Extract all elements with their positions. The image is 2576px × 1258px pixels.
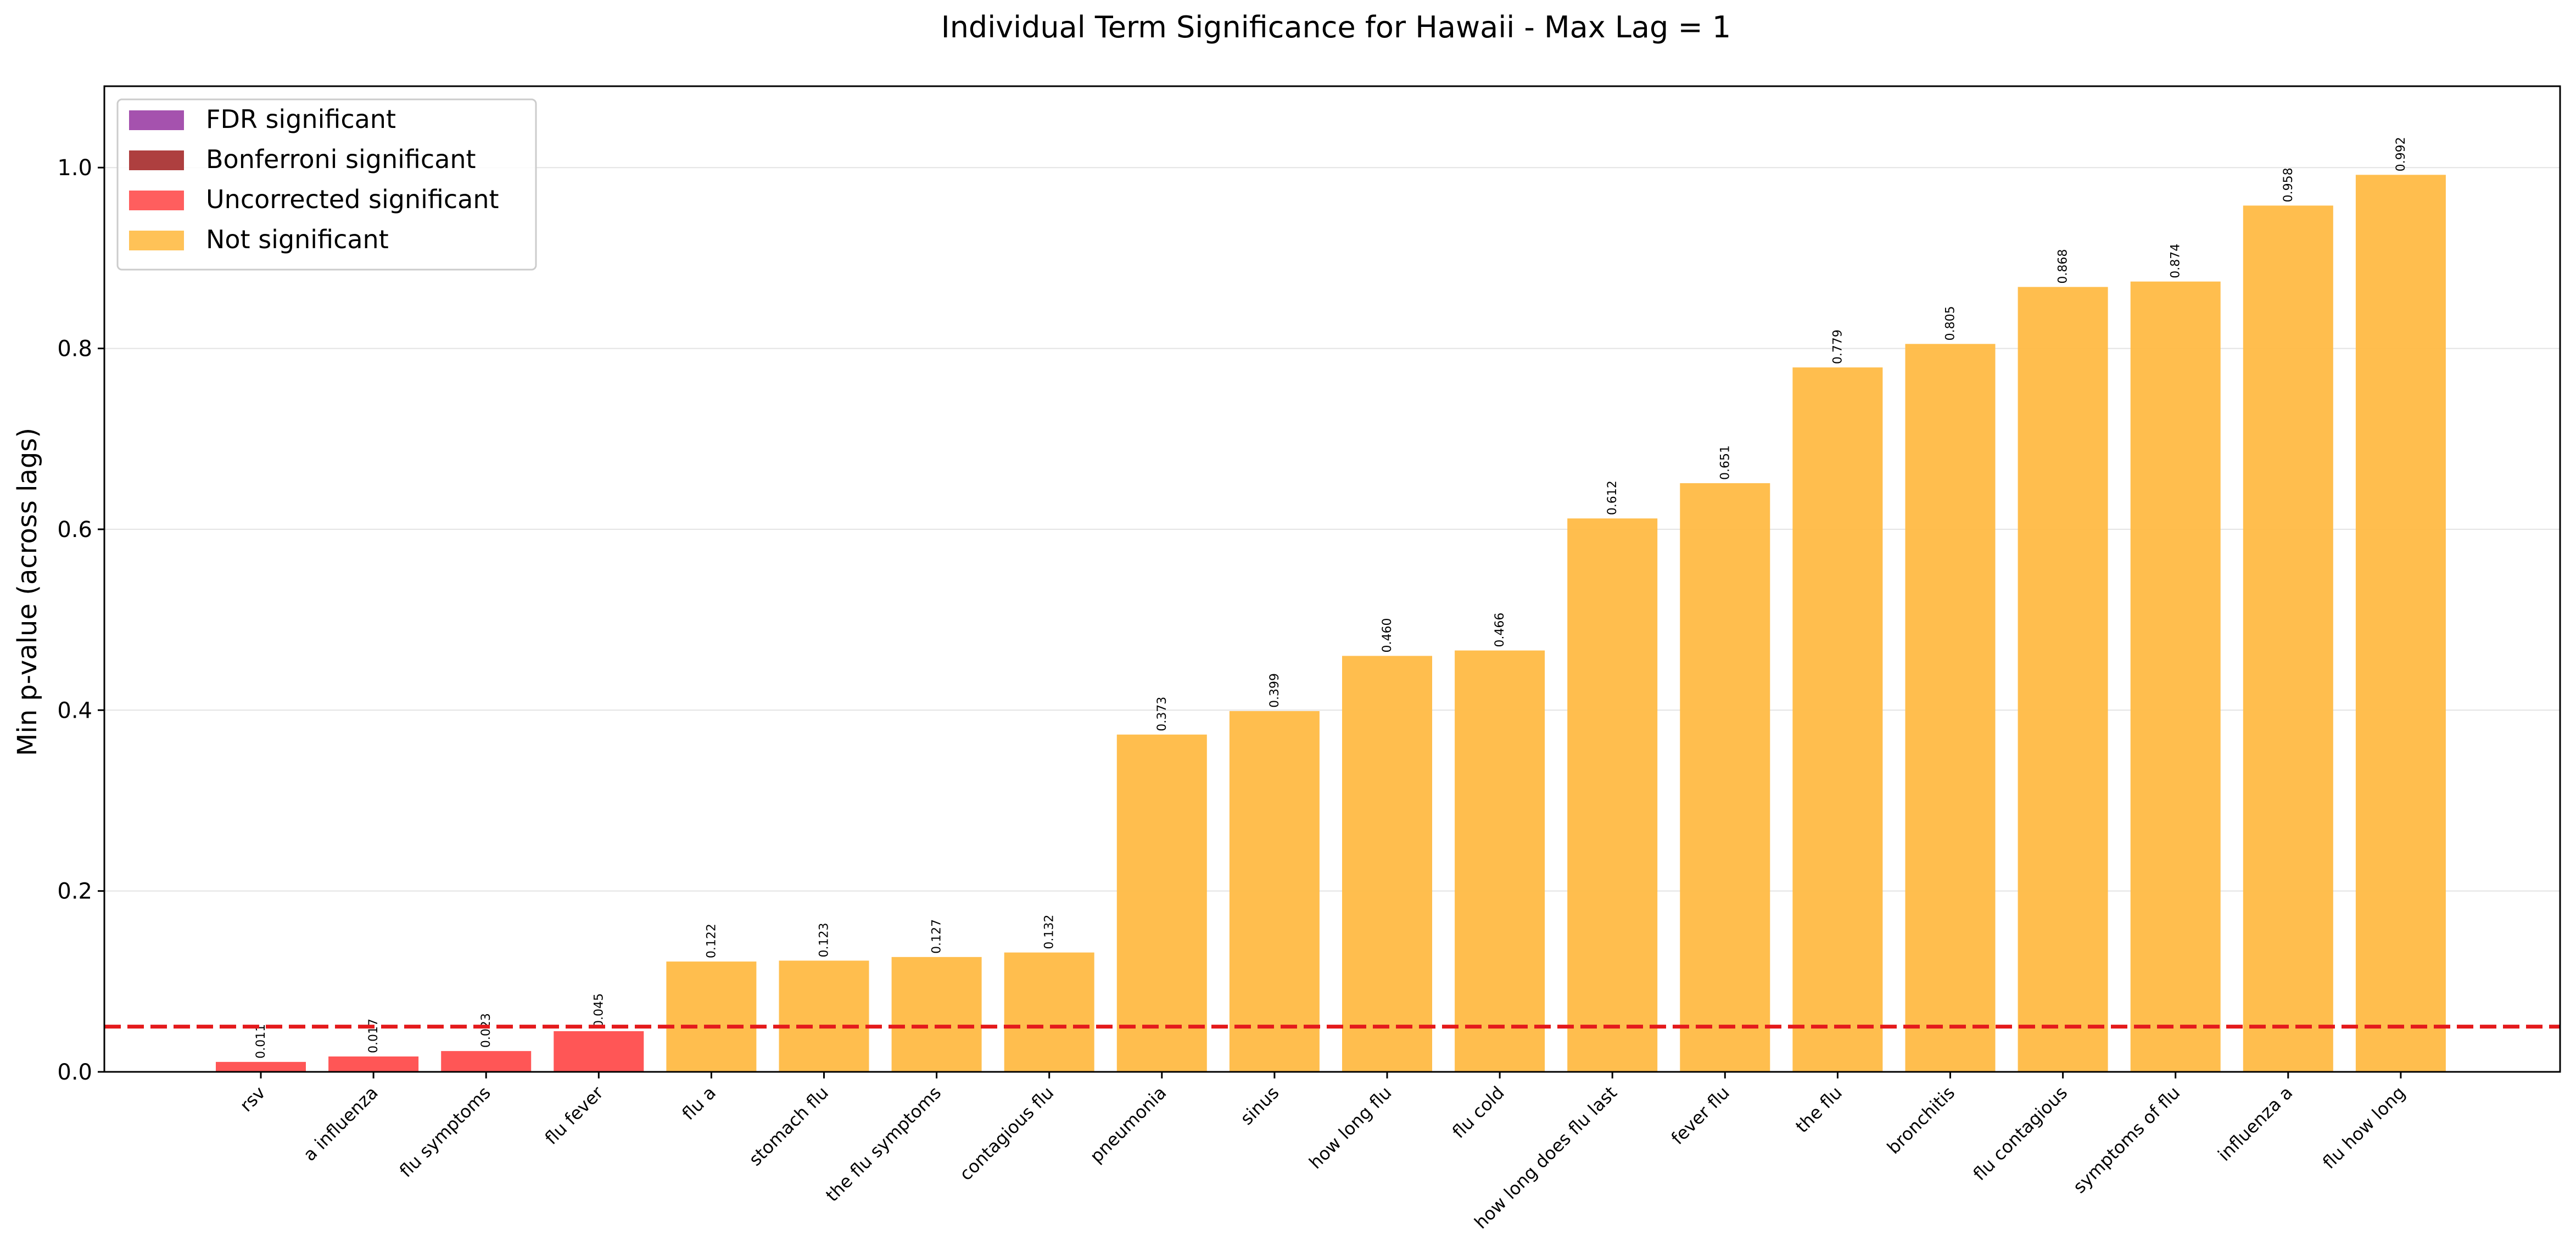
bar-value-label: 0.874 [2169, 244, 2183, 278]
bar-value-label: 0.132 [1043, 915, 1057, 949]
bar-value-label: 0.045 [592, 993, 606, 1028]
bar [779, 960, 869, 1072]
x-tick-label: bronchitis [1883, 1082, 1959, 1158]
x-tick-label: the flu [1791, 1082, 1846, 1137]
bar [1905, 344, 1996, 1072]
bar [666, 961, 757, 1072]
bar [554, 1031, 644, 1072]
bar [1792, 367, 1883, 1072]
bar [1342, 656, 1432, 1072]
bar-value-label: 0.399 [1268, 673, 1282, 708]
legend-swatch-not [129, 231, 184, 250]
bar-value-label: 0.612 [1606, 480, 1619, 515]
bar [1116, 734, 1207, 1072]
x-tick-label: flu fever [541, 1082, 608, 1149]
y-axis: 0.0 0.2 0.4 0.6 0.8 1.0 [57, 155, 104, 1085]
bar-value-label: 0.123 [818, 922, 831, 957]
plot-frame [103, 85, 2561, 1073]
legend-swatch-fdr [129, 110, 184, 130]
x-tick-label: sinus [1236, 1082, 1283, 1129]
bar [1567, 518, 1658, 1072]
bar-value-label: 0.805 [1944, 306, 1958, 340]
legend: FDR significant Bonferroni significant Unc… [116, 98, 537, 271]
x-tick-label: stomach flu [745, 1082, 832, 1170]
bar-value-label: 0.011 [254, 1024, 268, 1059]
bar-value-label: 0.017 [367, 1019, 381, 1053]
bar [1680, 483, 1770, 1072]
bar-value-label: 0.958 [2282, 167, 2295, 202]
y-axis-label: Min p-value (across lags) [12, 428, 43, 756]
y-tick-label: 0.8 [57, 337, 92, 362]
y-tick-label: 0.6 [57, 517, 92, 543]
bar-value-label: 0.373 [1155, 697, 1169, 731]
bar [891, 957, 982, 1072]
x-tick-label: a influenza [299, 1082, 382, 1165]
x-tick-label: influenza a [2214, 1082, 2296, 1165]
legend-label-uncorrected: Uncorrected significant [206, 184, 499, 214]
value-labels-layer: 0.011 0.017 0.023 0.045 0.122 0.123 0.127 0.132… [254, 137, 2408, 1058]
x-tick-label: rsv [236, 1082, 269, 1116]
bar-value-label: 0.992 [2394, 137, 2408, 171]
y-tick-label: 0.0 [57, 1060, 92, 1085]
bar-value-label: 0.122 [705, 924, 718, 958]
bar [328, 1056, 419, 1072]
bar [441, 1051, 532, 1072]
x-tick-label: flu cold [1448, 1082, 1508, 1143]
bar-value-label: 0.023 [479, 1013, 493, 1048]
bar-value-label: 0.651 [1718, 445, 1732, 480]
bars-layer [216, 175, 2446, 1072]
bar-value-label: 0.460 [1381, 618, 1394, 652]
x-tick-label: flu symptoms [395, 1082, 495, 1182]
x-tick-label: pneumonia [1086, 1082, 1170, 1167]
bar [2243, 205, 2333, 1072]
legend-box [116, 98, 537, 271]
y-tick-label: 1.0 [57, 155, 92, 181]
bar [1229, 711, 1320, 1072]
bar-value-label: 0.868 [2057, 249, 2070, 284]
x-tick-label: flu contagious [1969, 1082, 2072, 1185]
bar [2355, 175, 2446, 1072]
x-tick-label: the flu symptoms [822, 1082, 945, 1206]
legend-label-fdr: FDR significant [206, 104, 396, 134]
legend-swatch-uncorrected [129, 191, 184, 210]
x-tick-label: flu how long [2318, 1082, 2409, 1173]
bar-value-label: 0.466 [1493, 613, 1507, 647]
bar [2130, 281, 2221, 1072]
legend-label-not: Not significant [206, 225, 389, 254]
y-tick-label: 0.4 [57, 698, 92, 723]
x-tick-label: how long flu [1305, 1082, 1395, 1173]
x-axis: rsv a influenza flu symptoms flu fever flu a… [236, 1072, 2410, 1233]
bar [216, 1061, 306, 1072]
legend-swatch-bonferroni [129, 150, 184, 170]
x-tick-label: symptoms of flu [2069, 1082, 2184, 1198]
legend-label-bonferroni: Bonferroni significant [206, 144, 476, 174]
y-tick-label: 0.2 [57, 879, 92, 904]
bar [1455, 650, 1545, 1072]
bar [2018, 287, 2108, 1072]
x-tick-label: fever flu [1667, 1082, 1734, 1149]
bar-value-label: 0.127 [930, 919, 944, 954]
x-tick-label: flu a [678, 1082, 720, 1125]
bar [1004, 952, 1094, 1072]
x-tick-label: contagious flu [955, 1082, 1058, 1185]
chart-title: Individual Term Significance for Hawaii … [941, 10, 1731, 44]
bar-value-label: 0.779 [1831, 329, 1845, 364]
